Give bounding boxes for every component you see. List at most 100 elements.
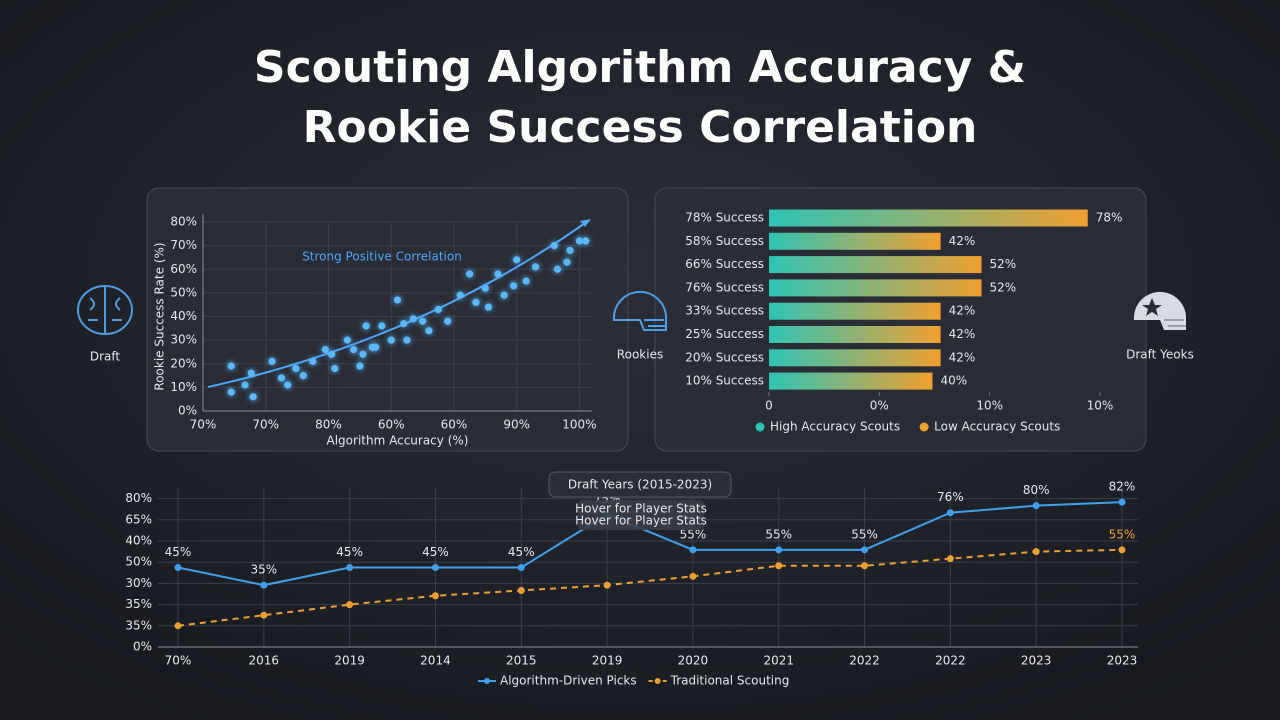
value-label: 82%: [1109, 480, 1136, 494]
bar: [769, 372, 933, 390]
point: [403, 336, 411, 344]
point: [328, 350, 336, 358]
y-tick-label: 66% Success: [685, 257, 764, 271]
y-tick-label: 70%: [170, 238, 197, 252]
point: [431, 592, 439, 600]
point: [575, 237, 584, 245]
bar: [769, 209, 1088, 227]
x-tick-label: 2019: [592, 654, 623, 668]
point: [331, 364, 339, 373]
x-tick-label: 80%: [315, 418, 342, 432]
value-label: 55%: [851, 527, 878, 541]
point: [343, 336, 351, 344]
point: [277, 374, 286, 382]
y-tick-label: 30%: [170, 333, 197, 347]
value-label: 80%: [1023, 483, 1050, 497]
y-tick-label: 20% Success: [685, 350, 764, 364]
point: [1032, 502, 1040, 510]
x-tick-label: 90%: [503, 418, 530, 432]
point: [247, 369, 255, 377]
helmet-icon: [1133, 291, 1186, 330]
point: [553, 265, 562, 273]
y-tick-label: 0%: [133, 640, 152, 654]
value-label: 42%: [949, 304, 976, 318]
icon-label: Rookies: [617, 348, 663, 362]
value-label: 35%: [250, 563, 277, 577]
point: [689, 546, 697, 554]
point: [1032, 548, 1040, 556]
point: [550, 242, 558, 250]
point: [371, 343, 380, 351]
bar: [769, 302, 941, 320]
point: [946, 509, 954, 517]
trend-arrow: [580, 219, 591, 227]
value-label: 45%: [336, 545, 363, 559]
legend-label: Traditional Scouting: [670, 674, 790, 688]
y-tick-label: 30%: [125, 576, 152, 590]
x-tick-label: 2015: [506, 654, 537, 668]
point: [1118, 498, 1126, 506]
value-label: 45%: [508, 545, 535, 559]
x-tick-label: 2023: [1021, 654, 1052, 668]
annotation: Strong Positive Correlation: [302, 250, 462, 264]
value-label: 42%: [949, 327, 976, 341]
x-tick-label: 2020: [678, 654, 709, 668]
x-axis-label: Algorithm Accuracy (%): [327, 434, 469, 448]
x-tick-label: 2023: [1107, 654, 1138, 668]
helmet-icon: [612, 291, 667, 331]
point: [472, 298, 480, 306]
x-tick-label: 100%: [562, 418, 596, 432]
value-label: 52%: [989, 280, 1016, 294]
series-line: [177, 548, 1123, 627]
point: [227, 388, 235, 396]
y-tick-label: 25% Success: [685, 327, 764, 341]
point: [563, 258, 571, 266]
point: [249, 393, 257, 401]
value-label: 45%: [165, 545, 192, 559]
y-tick-label: 35%: [125, 597, 152, 611]
x-tick-label: 0: [765, 399, 773, 413]
point: [174, 622, 182, 630]
y-tick-label: 58% Success: [685, 234, 764, 248]
icon-label: Draft Yeoks: [1126, 348, 1194, 362]
point: [346, 564, 354, 571]
point: [418, 317, 427, 325]
value-label: 40%: [940, 374, 967, 388]
x-tick-label: 2021: [763, 654, 794, 668]
x-tick-label: 0%: [870, 399, 889, 413]
value-label: 78%: [1096, 211, 1123, 225]
point: [346, 601, 354, 609]
point: [517, 586, 525, 594]
point: [509, 282, 518, 290]
point: [481, 284, 489, 292]
bar: [769, 279, 982, 297]
value-label: 55%: [1109, 527, 1136, 541]
y-tick-label: 76% Success: [685, 280, 764, 294]
point: [227, 362, 235, 370]
y-tick-label: 78% Success: [685, 211, 764, 225]
point: [268, 357, 276, 365]
point: [775, 546, 783, 554]
x-tick-label: 10%: [1087, 399, 1114, 413]
value-label: 42%: [949, 234, 976, 248]
annotation: Hover for Player Stats: [575, 502, 707, 516]
point: [582, 237, 590, 245]
trend-curve: [207, 220, 589, 388]
legend-label: High Accuracy Scouts: [770, 420, 900, 434]
value-label: 52%: [989, 257, 1016, 271]
x-tick-label: 70%: [190, 418, 217, 432]
point: [513, 256, 521, 264]
value-label: 55%: [680, 527, 707, 541]
y-tick-label: 40%: [170, 309, 197, 323]
point: [566, 246, 574, 254]
point: [689, 572, 697, 580]
annotation: Hover for Player Stats: [575, 514, 707, 528]
point: [362, 322, 370, 330]
point: [409, 315, 417, 323]
point: [946, 555, 954, 563]
legend-label: Algorithm-Driven Picks: [500, 674, 637, 688]
point: [299, 371, 307, 380]
panel: [146, 187, 629, 452]
point: [393, 296, 402, 304]
point: [444, 317, 452, 325]
